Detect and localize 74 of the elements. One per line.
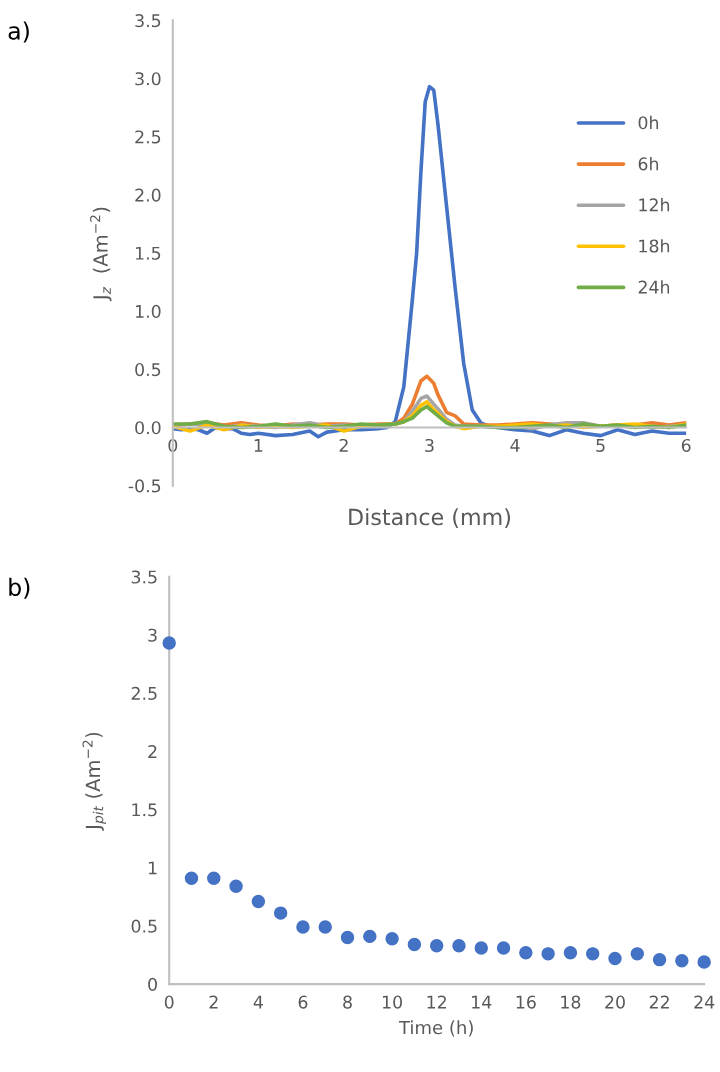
y-tick-label: 3.5 xyxy=(131,570,157,584)
y-tick-label: 3.0 xyxy=(135,72,161,86)
y-tick-label: 0.5 xyxy=(135,363,161,377)
x-tick-label: 16 xyxy=(516,995,536,1009)
x-tick-label: 2 xyxy=(209,995,218,1009)
point xyxy=(586,947,600,961)
y-tick-label: 1 xyxy=(148,861,157,875)
y-tick-label: 0.5 xyxy=(131,919,157,933)
point xyxy=(652,952,667,967)
y-axis-title: J$_{z}$ (Am$^{−2}$) xyxy=(90,207,112,302)
chart-title: a) xyxy=(8,21,29,43)
legend-label: 18h xyxy=(639,239,670,253)
point xyxy=(608,951,622,966)
point xyxy=(563,945,578,960)
y-tick-label: 2.5 xyxy=(135,130,161,144)
y-axis-title: J$_{pit}$ (Am$^{−2}$) xyxy=(82,732,107,831)
x-tick-label: 3 xyxy=(425,438,434,453)
point xyxy=(541,947,555,961)
x-tick-label: 4 xyxy=(253,995,263,1009)
y-tick-label: 1.5 xyxy=(135,246,161,260)
point xyxy=(474,941,488,955)
legend-label: 0h xyxy=(638,115,659,130)
point xyxy=(340,930,355,945)
y-tick-label: 3 xyxy=(148,628,157,642)
y-tick-label: 1.0 xyxy=(135,304,161,318)
point xyxy=(407,937,422,952)
point xyxy=(184,871,199,885)
point xyxy=(385,931,399,946)
point xyxy=(162,636,176,650)
y-tick-label: 2.5 xyxy=(131,686,157,700)
x-tick-label: 6 xyxy=(681,438,691,453)
y-tick-label: -0.5 xyxy=(128,479,161,493)
x-tick-label: 8 xyxy=(343,995,352,1009)
point xyxy=(697,955,711,969)
x-tick-label: 24 xyxy=(694,995,715,1009)
line-series xyxy=(172,84,687,439)
point xyxy=(207,871,221,885)
point xyxy=(363,929,377,944)
x-tick-label: 2 xyxy=(339,438,348,452)
chart-title: b) xyxy=(9,577,30,599)
point xyxy=(318,920,332,934)
x-axis-title: Time (h) xyxy=(398,1020,473,1037)
x-tick-label: 20 xyxy=(605,995,625,1009)
y-tick-label: 2.0 xyxy=(135,188,161,202)
point xyxy=(273,906,288,920)
y-tick-label: 0.0 xyxy=(135,421,161,435)
y-tick-label: 1.5 xyxy=(132,803,157,817)
x-tick-label: 1 xyxy=(254,439,263,452)
y-tick-label: 3.5 xyxy=(135,14,161,28)
point xyxy=(519,945,533,960)
point xyxy=(675,954,689,968)
y-tick-label: 2 xyxy=(148,745,157,758)
point xyxy=(229,879,243,894)
point xyxy=(429,938,444,953)
x-tick-label: 10 xyxy=(382,995,402,1009)
point xyxy=(296,920,310,934)
legend-label: 12h xyxy=(639,198,670,212)
x-tick-label: 22 xyxy=(649,995,669,1009)
point xyxy=(496,941,511,955)
x-tick-label: 5 xyxy=(596,439,605,453)
x-tick-label: 0 xyxy=(164,995,174,1009)
x-axis-title: Distance (mm) xyxy=(349,508,511,528)
x-tick-label: 4 xyxy=(510,439,520,452)
x-tick-label: 6 xyxy=(298,995,308,1009)
point xyxy=(452,938,466,953)
point xyxy=(630,947,644,961)
x-tick-label: 12 xyxy=(427,995,446,1009)
legend-label: 24h xyxy=(638,280,670,294)
x-tick-label: 18 xyxy=(561,995,581,1009)
legend-label: 6h xyxy=(638,156,659,171)
y-tick-label: 0 xyxy=(148,977,157,991)
x-tick-label: 0 xyxy=(168,438,178,453)
x-tick-label: 14 xyxy=(472,995,492,1009)
point xyxy=(251,894,266,909)
